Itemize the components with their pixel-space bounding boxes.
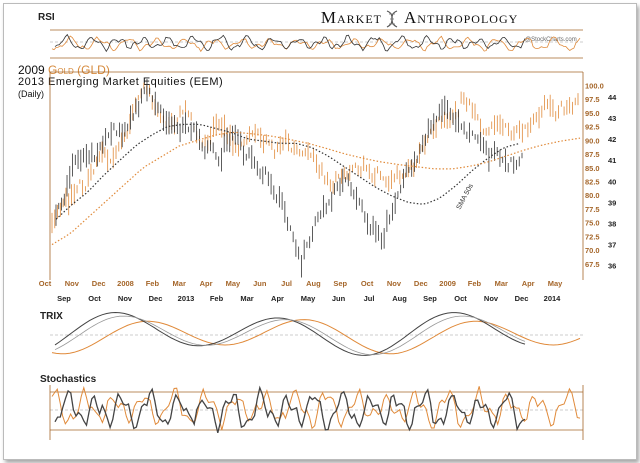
left-y-tick-label: 77.5 — [585, 205, 600, 214]
bottom-x-tick-label: 2014 — [544, 294, 562, 303]
right-y-tick-label: 42 — [608, 135, 616, 144]
top-x-tick-label: Feb — [146, 279, 160, 288]
chart-title-block: 2009 Gold (GLD) 2013 Emerging Market Equ… — [18, 64, 223, 100]
right-y-tick-label: 43 — [608, 114, 616, 123]
right-y-axis: 44 43 42 41 40 39 38 37 36 — [608, 93, 617, 271]
dna-logo-icon — [386, 10, 398, 28]
trix-gold-line — [51, 319, 581, 355]
stochastics-panel — [49, 385, 584, 440]
top-x-tick-label: Sep — [333, 279, 347, 288]
bottom-x-tick-label: Sep — [57, 294, 71, 303]
left-y-tick-label: 92.5 — [585, 123, 600, 132]
left-y-axis: 100.0 97.5 95.0 92.5 90.0 87.5 85.0 82.5 80.0 77.… — [585, 81, 604, 268]
left-y-tick-label: 97.5 — [585, 95, 600, 104]
bottom-x-tick-label: May — [301, 294, 316, 303]
price-panel: Oct Nov Dec 2008 Feb Mar Apr May Jun Jul Aug Sep Oct… — [39, 71, 617, 303]
top-x-axis: Oct Nov Dec 2008 Feb Mar Apr May Jun Jul Aug Sep Oct… — [39, 279, 563, 288]
rsi-gold-line — [51, 35, 581, 53]
eem-price-bars — [55, 78, 523, 278]
title-gold: Gold (GLD) — [48, 63, 110, 77]
top-x-tick-label: Mar — [173, 279, 186, 288]
trix-label: TRIX — [40, 311, 63, 322]
brand-left: Market — [320, 8, 382, 27]
top-x-tick-label: Nov — [387, 279, 402, 288]
top-x-tick-label: May — [226, 279, 241, 288]
bottom-x-axis: Sep Oct Nov Dec 2013 Feb Mar Apr May Jun Jul Aug Sep… — [57, 294, 561, 303]
title-line-2: 2013 Emerging Market Equities (EEM) — [18, 76, 224, 88]
bottom-x-tick-label: Sep — [423, 294, 437, 303]
right-y-tick-label: 44 — [608, 93, 617, 102]
brand-header: Market Anthropology — [0, 4, 640, 34]
top-x-tick-label: Dec — [414, 279, 428, 288]
bottom-x-tick-label: Dec — [149, 294, 163, 303]
left-y-tick-label: 72.5 — [585, 232, 600, 241]
gold-price-bars — [51, 82, 579, 234]
right-y-tick-label: 40 — [608, 177, 616, 186]
top-x-tick-label: Oct — [361, 279, 374, 288]
trix-eem-signal-line — [54, 315, 526, 356]
left-y-tick-label: 70.0 — [585, 246, 600, 255]
left-y-tick-label: 90.0 — [585, 136, 600, 145]
right-y-tick-label: 41 — [608, 156, 616, 165]
trix-eem-line — [54, 311, 526, 356]
top-x-tick-label: Aug — [306, 279, 321, 288]
chart-frame — [3, 3, 637, 460]
top-x-tick-label: Apr — [522, 279, 535, 288]
left-y-tick-label: 82.5 — [585, 177, 600, 186]
bottom-x-tick-label: Mar — [240, 294, 253, 303]
bottom-x-tick-label: Nov — [118, 294, 133, 303]
title-line-1: 2009 Gold (GLD) — [18, 64, 223, 76]
right-y-tick-label: 36 — [608, 262, 616, 271]
left-y-tick-label: 87.5 — [585, 150, 600, 159]
left-y-tick-label: 75.0 — [585, 219, 600, 228]
top-x-tick-label: Mar — [495, 279, 508, 288]
bottom-x-tick-label: 2013 — [178, 294, 195, 303]
top-x-tick-label: Oct — [39, 279, 52, 288]
title-line-3: (Daily) — [18, 89, 44, 99]
right-y-tick-label: 38 — [608, 219, 616, 228]
top-x-tick-label: Feb — [468, 279, 482, 288]
brand-right: Anthropology — [404, 8, 519, 27]
bottom-x-tick-label: Apr — [271, 294, 284, 303]
bottom-x-tick-label: Jun — [332, 294, 346, 303]
bottom-x-tick-label: Aug — [392, 294, 407, 303]
top-x-tick-label: 2009 — [439, 279, 456, 288]
gold-sma-line — [51, 131, 581, 246]
left-y-tick-label: 67.5 — [585, 260, 600, 269]
trix-panel — [50, 311, 583, 356]
top-x-tick-label: Jun — [253, 279, 267, 288]
right-y-tick-label: 37 — [608, 241, 616, 250]
top-x-tick-label: May — [548, 279, 563, 288]
eem-sma-line — [55, 123, 521, 220]
bottom-x-tick-label: Oct — [454, 294, 467, 303]
top-x-tick-label: Apr — [200, 279, 213, 288]
rsi-eem-line — [54, 33, 526, 53]
rsi-panel — [50, 29, 583, 59]
bottom-x-tick-label: Oct — [88, 294, 101, 303]
left-y-tick-label: 95.0 — [585, 109, 600, 118]
sma-annotation: SMA 50s — [456, 182, 476, 210]
stoch-gold-line — [51, 385, 581, 431]
top-x-tick-label: Nov — [65, 279, 80, 288]
top-x-tick-label: Dec — [92, 279, 106, 288]
bottom-x-tick-label: Nov — [484, 294, 499, 303]
right-y-tick-label: 39 — [608, 198, 616, 207]
bottom-x-tick-label: Jul — [364, 294, 375, 303]
stochastics-label: Stochastics — [40, 374, 97, 385]
left-y-tick-label: 80.0 — [585, 191, 600, 200]
bottom-x-tick-label: Dec — [515, 294, 529, 303]
title-year: 2009 — [18, 63, 49, 77]
bottom-x-tick-label: Feb — [210, 294, 224, 303]
left-y-tick-label: 85.0 — [585, 164, 600, 173]
top-x-tick-label: 2008 — [117, 279, 134, 288]
stoch-eem-line — [54, 385, 526, 433]
top-x-tick-label: Jul — [281, 279, 292, 288]
left-y-tick-label: 100.0 — [585, 81, 604, 90]
rsi-label: RSI — [38, 12, 55, 23]
